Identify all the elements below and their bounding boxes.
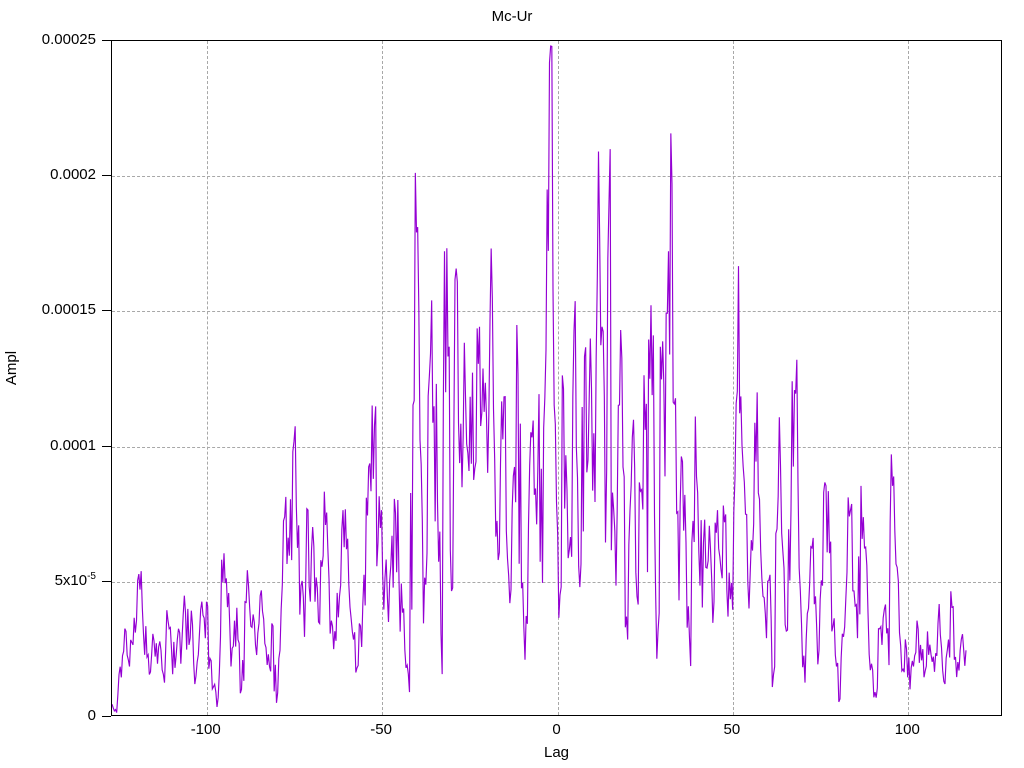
x-axis-tick-label: 0 xyxy=(552,721,561,738)
gridline-vertical xyxy=(908,41,910,715)
y-axis-tick-mark xyxy=(102,580,111,582)
plot-area xyxy=(111,40,1002,716)
x-axis-tick-label: 100 xyxy=(894,721,920,738)
gridline-horizontal xyxy=(112,311,1001,313)
x-axis-tick-label: -100 xyxy=(190,721,221,738)
y-axis-tick-label: 0.0002 xyxy=(50,166,96,184)
y-axis-tick-mark xyxy=(102,40,111,41)
x-axis-tick-label: -50 xyxy=(370,721,392,738)
gridline-vertical xyxy=(206,41,208,715)
data-series-svg xyxy=(112,41,1001,715)
gridline-vertical xyxy=(382,41,384,715)
y-axis-tick-label: 0.00015 xyxy=(41,301,96,319)
y-axis-tick-label: 0 xyxy=(87,707,96,724)
y-axis-tick-mark xyxy=(102,310,111,312)
y-axis-tick-label: 0.0001 xyxy=(50,436,96,454)
y-axis-tick-label: 0.00025 xyxy=(41,31,96,48)
x-axis-tick-label: 50 xyxy=(723,721,741,738)
x-axis-label: Lag xyxy=(543,744,570,761)
y-axis-label: Ampl xyxy=(3,350,20,386)
gridline-horizontal xyxy=(112,581,1001,583)
y-axis-tick-mark xyxy=(102,445,111,447)
y-axis-tick-mark xyxy=(102,175,111,177)
gridline-vertical xyxy=(557,41,559,715)
gridline-horizontal xyxy=(112,446,1001,448)
y-axis-tick-mark xyxy=(102,716,111,717)
y-axis-tick-label: 5x10-5 xyxy=(54,570,96,589)
gridline-horizontal xyxy=(112,176,1001,178)
chart-title: Mc-Ur xyxy=(491,8,533,25)
gridline-vertical xyxy=(732,41,734,715)
data-series-line xyxy=(112,46,966,713)
